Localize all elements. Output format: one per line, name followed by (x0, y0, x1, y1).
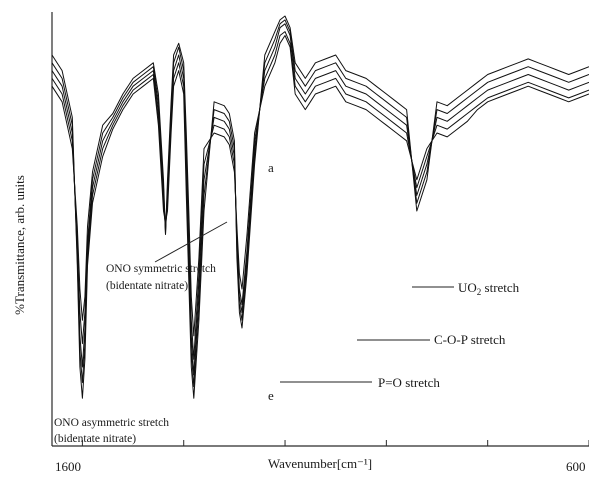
annotation-po-label: P=O stretch (378, 375, 440, 390)
annotation-uo2-main: UO (458, 280, 477, 295)
x-axis-label: Wavenumber[cm⁻¹] (268, 456, 372, 471)
series-line-2 (51, 31, 589, 360)
series-line-4 (51, 19, 589, 387)
annotation-ono-asym-line1: ONO asymmetric stretch (54, 417, 169, 429)
series-line-5 (51, 15, 589, 399)
annotation-ono-asym-line2: (bidentate nitrate) (54, 433, 136, 445)
series-line-3 (51, 23, 589, 376)
annotation-ono-sym-line1: ONO symmetric stretch (106, 263, 216, 275)
annotation-ono-sym-leader (154, 221, 228, 263)
annotation-uo2-label: UO2 stretch (458, 280, 520, 297)
series-letter-a: a (268, 160, 274, 175)
series-group (51, 15, 589, 399)
annotation-cop-label: C-O-P stretch (434, 332, 506, 347)
x-tick-label-600: 600 (566, 459, 586, 474)
x-tick-label-1600: 1600 (55, 459, 81, 474)
annotation-ono-sym-line2: (bidentate nitrate) (106, 280, 188, 292)
x-axis-ticks (81, 440, 589, 446)
series-line-1 (51, 35, 589, 337)
y-axis-label: %Transmittance, arb. units (12, 175, 27, 315)
series-letter-e: e (268, 388, 274, 403)
annotation-uo2-tail: stretch (481, 280, 519, 295)
annotation-uo2-sub: 2 (477, 287, 482, 297)
